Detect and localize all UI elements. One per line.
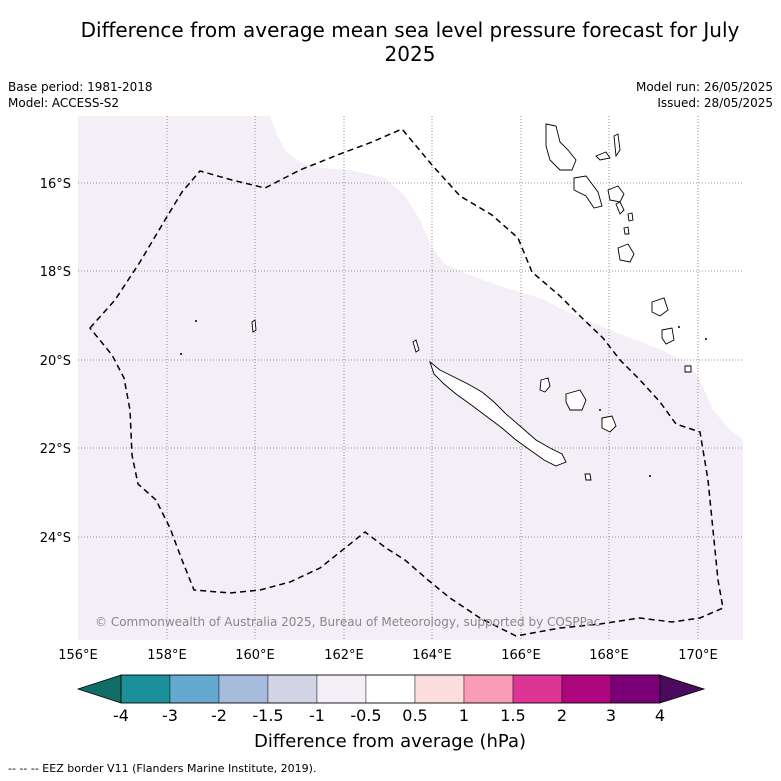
lon-label: 166°E: [501, 648, 541, 663]
small-islet-b: [684, 365, 692, 373]
colorbar-segment: [610, 674, 661, 704]
lat-label: 22°S: [40, 442, 71, 457]
maewo-island: [613, 133, 621, 158]
chesterfield-islet: [251, 319, 257, 333]
lat-label: 24°S: [40, 531, 71, 546]
coastlines: [251, 123, 692, 481]
colorbar-tick: -1: [309, 706, 325, 725]
colorbar-tick-labels: -4 -3 -2 -1.5 -1 -0.5 0.5 1 1.5 2 3 4: [113, 706, 665, 725]
lon-label: 162°E: [324, 648, 364, 663]
pressure-anomaly-region: [78, 116, 743, 640]
dot-islets: [180, 320, 707, 477]
base-period-text: Base period: 1981-2018: [8, 80, 153, 94]
colorbar-segment: [365, 674, 416, 704]
colorbar-tick: 0.5: [402, 706, 427, 725]
colorbar-extend-high: [659, 674, 706, 704]
lon-label: 158°E: [147, 648, 187, 663]
model-run-text: Model run: 26/05/2025: [635, 80, 773, 94]
lat-label: 16°S: [40, 177, 71, 192]
efate-island: [607, 185, 625, 203]
lon-label: 164°E: [412, 648, 452, 663]
colorbar-segment: [463, 674, 514, 704]
issued-text: Issued: 28/05/2025: [657, 96, 773, 110]
eez-border: [89, 128, 724, 637]
colorbar-segment: [218, 674, 269, 704]
model-text: Model: ACCESS-S2: [8, 96, 120, 110]
small-islet-d: [627, 212, 634, 222]
colorbar-tick: 1: [459, 706, 469, 725]
colorbar-tick: 4: [655, 706, 665, 725]
lon-label: 160°E: [235, 648, 275, 663]
new-caledonia-island: [429, 360, 567, 467]
colorbar-segment: [267, 674, 318, 704]
lon-label: 168°E: [589, 648, 629, 663]
ambae-island: [595, 151, 611, 161]
colorbar-frame: [120, 674, 661, 704]
colorbar-segment: [512, 674, 563, 704]
colorbar-segment: [561, 674, 612, 704]
erromango-island: [617, 243, 635, 263]
meta-right: Model run: 26/05/2025 Issued: 28/05/2025: [636, 79, 773, 111]
meta-left: Base period: 1981-2018 Model: ACCESS-S2: [8, 79, 153, 111]
lifou-island: [565, 389, 587, 411]
ile-des-pins: [584, 473, 592, 481]
small-islet-a: [661, 327, 675, 345]
colorbar-tick: -3: [162, 706, 178, 725]
colorbar-tick: -4: [113, 706, 129, 725]
mare-island: [601, 415, 617, 433]
small-islet-c: [615, 201, 625, 215]
small-islet-e: [623, 226, 630, 235]
map-panel: © Commonwealth of Australia 2025, Bureau…: [78, 116, 743, 640]
colorbar-tick: 3: [606, 706, 616, 725]
map-title: Difference from average mean sea level p…: [80, 18, 740, 66]
longitude-labels: 156°E 158°E 160°E 162°E 164°E 166°E 168°…: [58, 648, 718, 663]
colorbar-segment: [120, 674, 171, 704]
colorbar-segments: [120, 674, 661, 704]
malekula-island: [573, 175, 603, 209]
colorbar: -4 -3 -2 -1.5 -1 -0.5 0.5 1 1.5 2 3 4 Di…: [76, 674, 706, 752]
colorbar-segment: [169, 674, 220, 704]
ouvea-island: [539, 377, 551, 393]
belep-islands: [412, 339, 420, 353]
colorbar-tick: -2: [211, 706, 227, 725]
colorbar-label: Difference from average (hPa): [254, 731, 526, 752]
loyalty-east-islet: [651, 297, 669, 317]
colorbar-segment: [316, 674, 367, 704]
colorbar-segment: [414, 674, 465, 704]
colorbar-tick: -1.5: [252, 706, 283, 725]
lon-label: 156°E: [58, 648, 98, 663]
lon-label: 170°E: [678, 648, 718, 663]
colorbar-tick: 1.5: [500, 706, 525, 725]
lat-label: 18°S: [40, 265, 71, 280]
latitude-labels: 16°S 18°S 20°S 22°S 24°S: [40, 177, 71, 546]
espiritu-santo: [545, 123, 577, 171]
eez-legend-note: -- -- -- EEZ border V11 (Flanders Marine…: [8, 762, 317, 775]
colorbar-tick: 2: [557, 706, 567, 725]
graticule: [78, 116, 743, 640]
copyright-text: © Commonwealth of Australia 2025, Bureau…: [95, 615, 600, 629]
colorbar-tick: -0.5: [350, 706, 381, 725]
colorbar-extend-low: [76, 674, 122, 704]
lat-label: 20°S: [40, 354, 71, 369]
